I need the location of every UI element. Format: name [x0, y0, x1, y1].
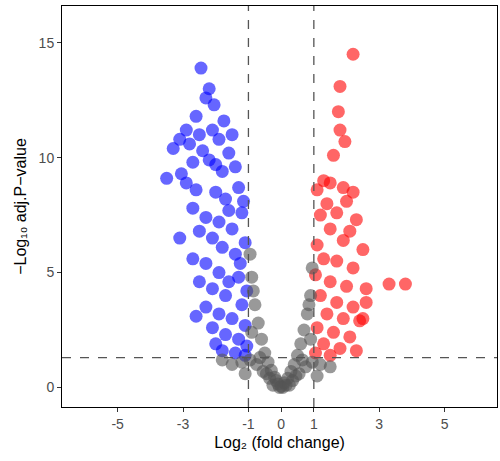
- svg-text:−Log₁₀ adj.P−value: −Log₁₀ adj.P−value: [12, 138, 29, 275]
- svg-text:-5: -5: [111, 416, 124, 432]
- svg-text:3: 3: [375, 416, 383, 432]
- svg-text:15: 15: [39, 35, 55, 51]
- svg-text:-1: -1: [242, 416, 255, 432]
- svg-text:Log₂ (fold change): Log₂ (fold change): [214, 434, 345, 451]
- svg-text:5: 5: [46, 264, 54, 280]
- svg-text:1: 1: [310, 416, 318, 432]
- svg-text:-3: -3: [177, 416, 190, 432]
- svg-text:5: 5: [441, 416, 449, 432]
- svg-text:10: 10: [39, 150, 55, 166]
- svg-text:0: 0: [277, 416, 285, 432]
- svg-text:0: 0: [46, 379, 54, 395]
